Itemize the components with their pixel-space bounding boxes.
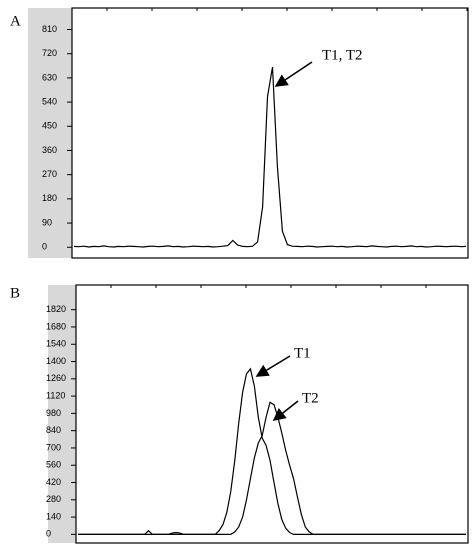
y-tick-label: 1120 (46, 390, 65, 400)
annotation-arrow (255, 355, 291, 377)
y-tick-label: 360 (42, 145, 57, 155)
trace (78, 401, 466, 535)
y-tick-label: 140 (46, 511, 61, 521)
y-tick-label: 810 (42, 24, 57, 34)
y-tick-label: 90 (42, 217, 52, 227)
panel-label: B (10, 285, 20, 301)
annotation-arrow (272, 400, 299, 421)
annotation: T1 (294, 345, 311, 361)
y-tick-label: 0 (46, 529, 51, 539)
y-tick-label: 1680 (46, 321, 66, 331)
y-tick-label: 720 (42, 48, 57, 58)
y-tick-label: 1540 (46, 339, 66, 349)
y-tick-label: 1400 (46, 356, 66, 366)
y-tick-label: 1820 (46, 304, 66, 314)
y-tick-label: 0 (42, 242, 47, 252)
annotation: T1, T2 (322, 47, 363, 63)
y-tick-label: 180 (42, 193, 57, 203)
annotation: T2 (302, 390, 319, 406)
y-tick-label: 700 (46, 442, 61, 452)
plot-frame (71, 7, 469, 259)
y-tick-label: 560 (46, 460, 61, 470)
trace (73, 67, 467, 248)
y-tick-label: 270 (42, 169, 57, 179)
y-tick-label: 540 (42, 96, 57, 106)
y-tick-label: 980 (46, 408, 61, 418)
y-tick-label: 630 (42, 72, 57, 82)
y-tick-label: 420 (46, 477, 61, 487)
axis-strip (28, 8, 72, 258)
y-tick-label: 280 (46, 494, 61, 504)
plot-frame (75, 284, 469, 544)
annotation-arrow (274, 61, 313, 87)
y-tick-label: 450 (42, 121, 57, 131)
panel-label: A (10, 13, 21, 29)
y-tick-label: 1260 (46, 373, 66, 383)
y-tick-label: 840 (46, 425, 61, 435)
